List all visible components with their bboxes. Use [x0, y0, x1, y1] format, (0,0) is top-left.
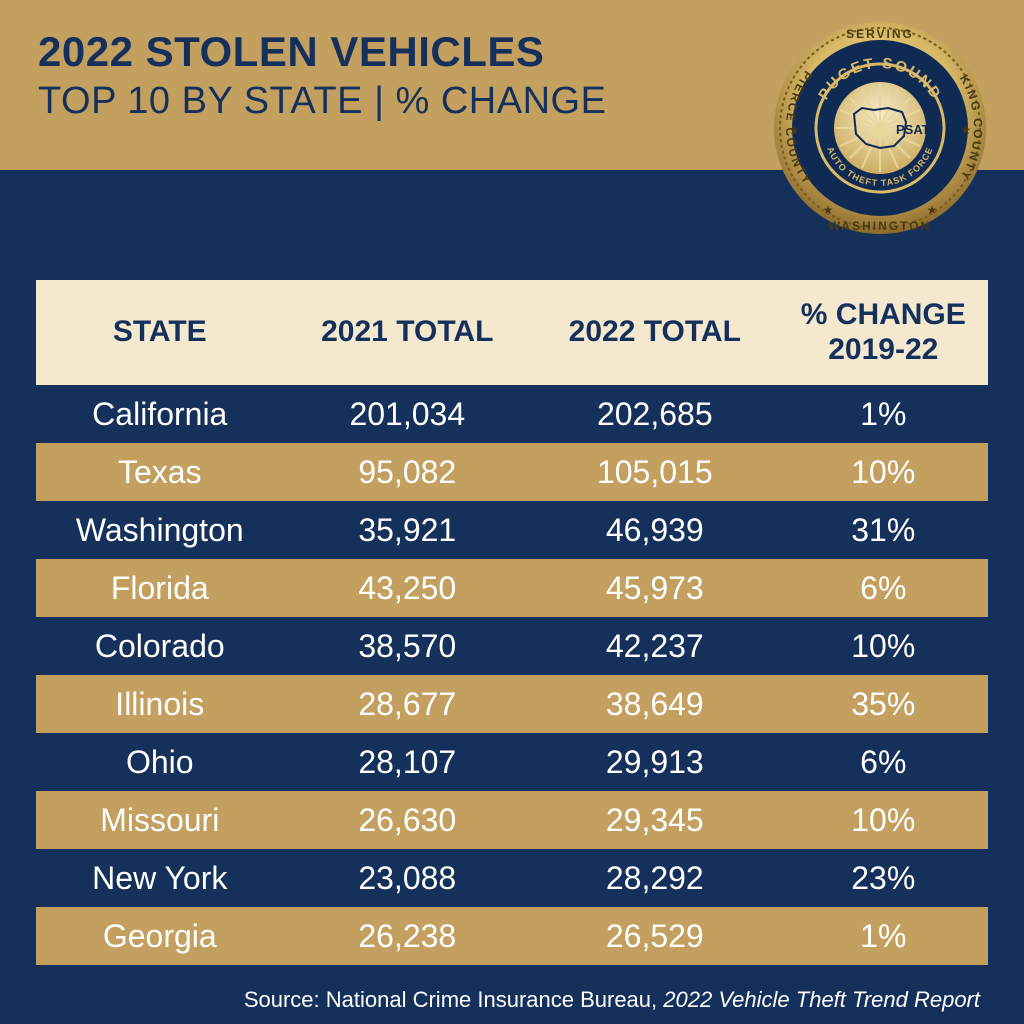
cell-y2022: 38,649: [531, 675, 779, 733]
cell-y2021: 35,921: [284, 501, 532, 559]
table-row: Illinois28,67738,64935%: [36, 675, 988, 733]
cell-state: New York: [36, 849, 284, 907]
cell-state: California: [36, 385, 284, 443]
cell-y2021: 95,082: [284, 443, 532, 501]
cell-y2022: 26,529: [531, 907, 779, 965]
table-row: Missouri26,63029,34510%: [36, 791, 988, 849]
cell-pct: 1%: [779, 907, 988, 965]
table-row: Colorado38,57042,23710%: [36, 617, 988, 675]
cell-state: Washington: [36, 501, 284, 559]
svg-text:WASHINGTON: WASHINGTON: [829, 219, 931, 233]
svg-text:★: ★: [823, 203, 834, 217]
table-row: Washington35,92146,93931%: [36, 501, 988, 559]
cell-y2021: 43,250: [284, 559, 532, 617]
cell-state: Georgia: [36, 907, 284, 965]
cell-pct: 35%: [779, 675, 988, 733]
cell-state: Florida: [36, 559, 284, 617]
col-2021: 2021 TOTAL: [284, 280, 532, 385]
stolen-vehicles-table: STATE 2021 TOTAL 2022 TOTAL % CHANGE 201…: [36, 280, 988, 965]
source-prefix: Source: National Crime Insurance Bureau,: [244, 987, 663, 1012]
cell-y2021: 23,088: [284, 849, 532, 907]
cell-y2021: 38,570: [284, 617, 532, 675]
cell-y2022: 45,973: [531, 559, 779, 617]
table-row: New York23,08828,29223%: [36, 849, 988, 907]
cell-y2022: 42,237: [531, 617, 779, 675]
data-table-wrap: STATE 2021 TOTAL 2022 TOTAL % CHANGE 201…: [36, 280, 988, 965]
cell-y2021: 28,677: [284, 675, 532, 733]
cell-state: Texas: [36, 443, 284, 501]
cell-pct: 6%: [779, 733, 988, 791]
cell-y2022: 28,292: [531, 849, 779, 907]
cell-pct: 10%: [779, 443, 988, 501]
table-row: Texas95,082105,01510%: [36, 443, 988, 501]
cell-state: Ohio: [36, 733, 284, 791]
source-report: 2022 Vehicle Theft Trend Report: [663, 987, 980, 1012]
cell-y2022: 29,345: [531, 791, 779, 849]
cell-state: Colorado: [36, 617, 284, 675]
cell-y2022: 46,939: [531, 501, 779, 559]
col-state: STATE: [36, 280, 284, 385]
cell-pct: 23%: [779, 849, 988, 907]
cell-pct: 6%: [779, 559, 988, 617]
cell-pct: 10%: [779, 617, 988, 675]
table-row: Georgia26,23826,5291%: [36, 907, 988, 965]
cell-y2021: 26,238: [284, 907, 532, 965]
source-line: Source: National Crime Insurance Bureau,…: [0, 987, 980, 1013]
col-change-line2: 2019-22: [828, 333, 938, 366]
col-change-line1: % CHANGE: [801, 298, 966, 331]
table-row: Florida43,25045,9736%: [36, 559, 988, 617]
table-body: California201,034202,6851%Texas95,082105…: [36, 385, 988, 965]
cell-y2021: 201,034: [284, 385, 532, 443]
col-2022: 2022 TOTAL: [531, 280, 779, 385]
svg-text:SERVING: SERVING: [846, 27, 914, 41]
cell-pct: 10%: [779, 791, 988, 849]
cell-y2022: 29,913: [531, 733, 779, 791]
cell-state: Missouri: [36, 791, 284, 849]
table-header: STATE 2021 TOTAL 2022 TOTAL % CHANGE 201…: [36, 280, 988, 385]
cell-pct: 31%: [779, 501, 988, 559]
seal-acronym: PSATT: [896, 122, 938, 137]
col-change: % CHANGE 2019-22: [779, 280, 988, 385]
table-row: California201,034202,6851%: [36, 385, 988, 443]
cell-y2022: 105,015: [531, 443, 779, 501]
svg-text:★: ★: [789, 123, 800, 137]
cell-state: Illinois: [36, 675, 284, 733]
cell-y2021: 28,107: [284, 733, 532, 791]
svg-text:★: ★: [927, 203, 938, 217]
table-row: Ohio28,10729,9136%: [36, 733, 988, 791]
cell-y2022: 202,685: [531, 385, 779, 443]
cell-pct: 1%: [779, 385, 988, 443]
agency-seal: PSATT PIERCE COUNTY KING COUNTY SERVING …: [770, 18, 990, 238]
cell-y2021: 26,630: [284, 791, 532, 849]
svg-text:★: ★: [961, 123, 972, 137]
